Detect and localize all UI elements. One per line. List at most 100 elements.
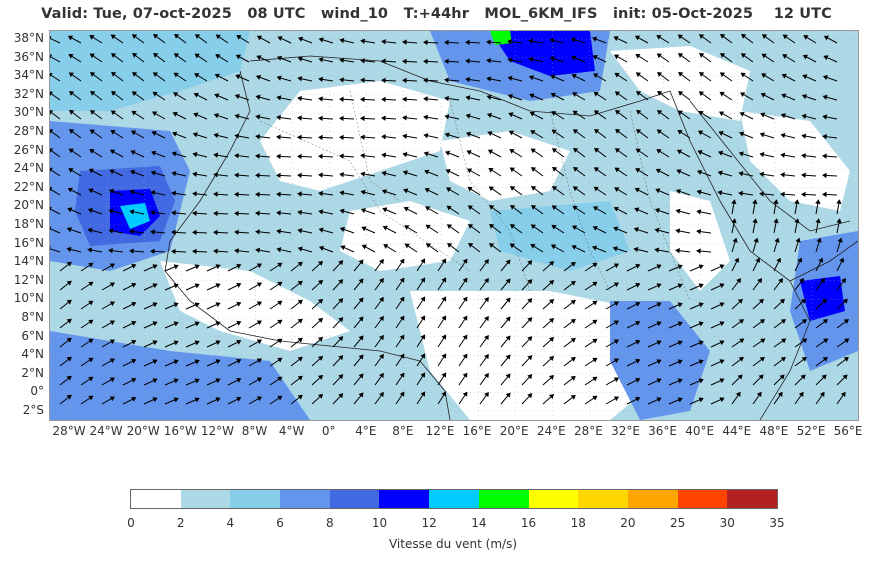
wind-arrow-head [89,72,96,77]
wind-arrow-head [593,91,599,97]
wind-arrow-head [69,91,75,96]
wind-arrow-head [654,227,660,234]
wind-arrow-head [236,339,242,345]
wind-arrow-head [530,148,536,154]
wind-arrow-head [441,277,447,283]
wind-arrow-head [780,132,786,139]
wind-arrow-head [68,72,74,78]
wind-arrow-head [696,228,701,235]
wind-arrow-head [633,246,639,253]
wind-arrow-head [403,206,409,212]
wind-arrow-head [696,209,702,215]
wind-arrow-head [173,92,179,98]
wind-arrow-head [131,110,137,116]
wind-arrow-head [234,172,239,178]
lon-label: 4°E [355,424,377,438]
wind-arrow-head [423,96,428,102]
wind-arrow-head [570,356,576,362]
wind-arrow-head [656,53,662,59]
lon-label: 24°W [89,424,123,438]
wind-arrow-head [215,264,221,270]
wind-arrow-head [820,278,826,284]
wind-arrow-head [131,358,137,364]
wind-arrow-head [339,153,344,159]
colorbar-segment [677,490,728,508]
wind-arrow-head [381,77,386,84]
wind-arrow-head [737,374,743,380]
wind-arrow-head [256,301,263,307]
wind-arrow-head [66,280,72,286]
lon-label: 36°E [648,424,678,438]
colorbar-segment [478,490,529,508]
wind-arrow-head [821,298,827,304]
wind-arrow-head [698,264,704,270]
wind-arrow-head [720,33,726,39]
wind-arrow-head [696,248,701,254]
wind-arrow-head [213,248,218,254]
wind-arrow-head [633,227,639,233]
wind-arrow-head [505,354,511,360]
wind-arrow-head [109,358,116,364]
wind-arrow-head [215,340,221,346]
wind-arrow-head [256,55,262,61]
wind-arrow-head [612,246,618,252]
wind-arrow-head [297,375,303,381]
wind-arrow-head [402,115,407,121]
wind-arrow-head [677,378,683,384]
wind-arrow-head [734,257,740,263]
lat-label: 38°N [13,31,44,45]
wind-arrow-head [423,77,428,84]
fill-calm-sudan [670,191,730,291]
wind-arrow-head [399,277,405,283]
wind-arrow-head [797,257,803,263]
wind-arrow-head [215,54,221,59]
wind-arrow-head [66,318,72,324]
wind-arrow-head [256,35,263,41]
wind-arrow-head [635,168,641,173]
wind-arrow-head [732,237,738,243]
wind-arrow-head [173,53,180,59]
wind-arrow-head [234,229,239,235]
wind-arrow-head [719,264,725,270]
wind-arrow-head [822,74,828,81]
wind-arrow-head [215,359,221,365]
wind-arrow-head [318,37,324,43]
wind-arrow-head [756,391,762,397]
wind-arrow-head [551,205,557,211]
wind-arrow-head [50,226,52,230]
wind-arrow-head [527,317,533,323]
wind-arrow-head [740,53,747,59]
wind-arrow-head [404,243,410,249]
wind-arrow-head [215,397,221,403]
wind-arrow-head [298,36,304,42]
wind-arrow-head [402,151,408,158]
wind-arrow-head [779,298,785,304]
wind-arrow-head [798,391,804,397]
wind-arrow-head [276,134,281,140]
wind-arrow-head [66,337,72,343]
wind-arrow-head [255,114,261,120]
wind-arrow-head [276,210,281,216]
wind-arrow-head [213,113,219,119]
wind-arrow-head [132,52,138,58]
wind-arrow-head [236,320,242,326]
wind-arrow-head [656,321,662,327]
wind-arrow-head [467,186,473,192]
wind-arrow-head [317,317,324,323]
wind-arrow-head [152,91,158,97]
wind-arrow-head [50,148,54,153]
wind-arrow-head [778,278,784,284]
lon-label: 24°E [536,424,566,438]
wind-arrow-head [698,359,704,365]
lat-label: 18°N [13,217,44,231]
wind-arrow-head [696,169,703,175]
wind-arrow-head [234,210,239,217]
wind-arrow-head [379,353,384,360]
lat-label: 24°N [13,161,44,176]
wind-arrow-head [446,224,453,230]
wind-arrow-head [484,277,489,284]
wind-arrow-head [379,391,384,398]
wind-arrow-head [441,258,447,264]
wind-arrow-head [572,129,579,135]
wind-arrow-head [67,35,74,41]
